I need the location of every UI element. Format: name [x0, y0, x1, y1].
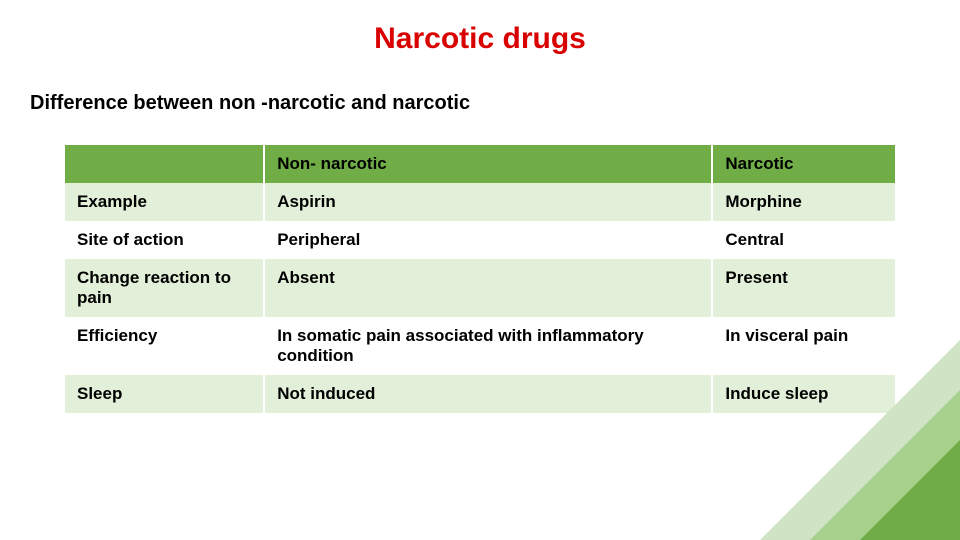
col-header-attr: [65, 145, 264, 183]
col-header-non-narcotic: Non- narcotic: [264, 145, 712, 183]
table-row: Example Aspirin Morphine: [65, 183, 895, 221]
cell-non-narcotic: Peripheral: [264, 221, 712, 259]
table-row: Site of action Peripheral Central: [65, 221, 895, 259]
cell-attr: Change reaction to pain: [65, 259, 264, 317]
cell-attr: Efficiency: [65, 317, 264, 375]
table-row: Change reaction to pain Absent Present: [65, 259, 895, 317]
cell-narcotic: Morphine: [712, 183, 895, 221]
cell-narcotic: Central: [712, 221, 895, 259]
cell-narcotic: In visceral pain: [712, 317, 895, 375]
cell-narcotic: Induce sleep: [712, 375, 895, 413]
col-header-narcotic: Narcotic: [712, 145, 895, 183]
cell-non-narcotic: In somatic pain associated with inflamma…: [264, 317, 712, 375]
table-row: Efficiency In somatic pain associated wi…: [65, 317, 895, 375]
cell-non-narcotic: Aspirin: [264, 183, 712, 221]
page-title: Narcotic drugs: [0, 0, 960, 56]
comparison-table: Non- narcotic Narcotic Example Aspirin M…: [65, 145, 895, 413]
table-row: Sleep Not induced Induce sleep: [65, 375, 895, 413]
subtitle: Difference between non -narcotic and nar…: [0, 92, 960, 115]
cell-attr: Site of action: [65, 221, 264, 259]
slide: Narcotic drugs Difference between non -n…: [0, 0, 960, 540]
cell-attr: Sleep: [65, 375, 264, 413]
deco-triangle-1: [860, 440, 960, 540]
table-header-row: Non- narcotic Narcotic: [65, 145, 895, 183]
cell-non-narcotic: Absent: [264, 259, 712, 317]
comparison-table-wrap: Non- narcotic Narcotic Example Aspirin M…: [65, 145, 895, 413]
cell-non-narcotic: Not induced: [264, 375, 712, 413]
cell-attr: Example: [65, 183, 264, 221]
cell-narcotic: Present: [712, 259, 895, 317]
